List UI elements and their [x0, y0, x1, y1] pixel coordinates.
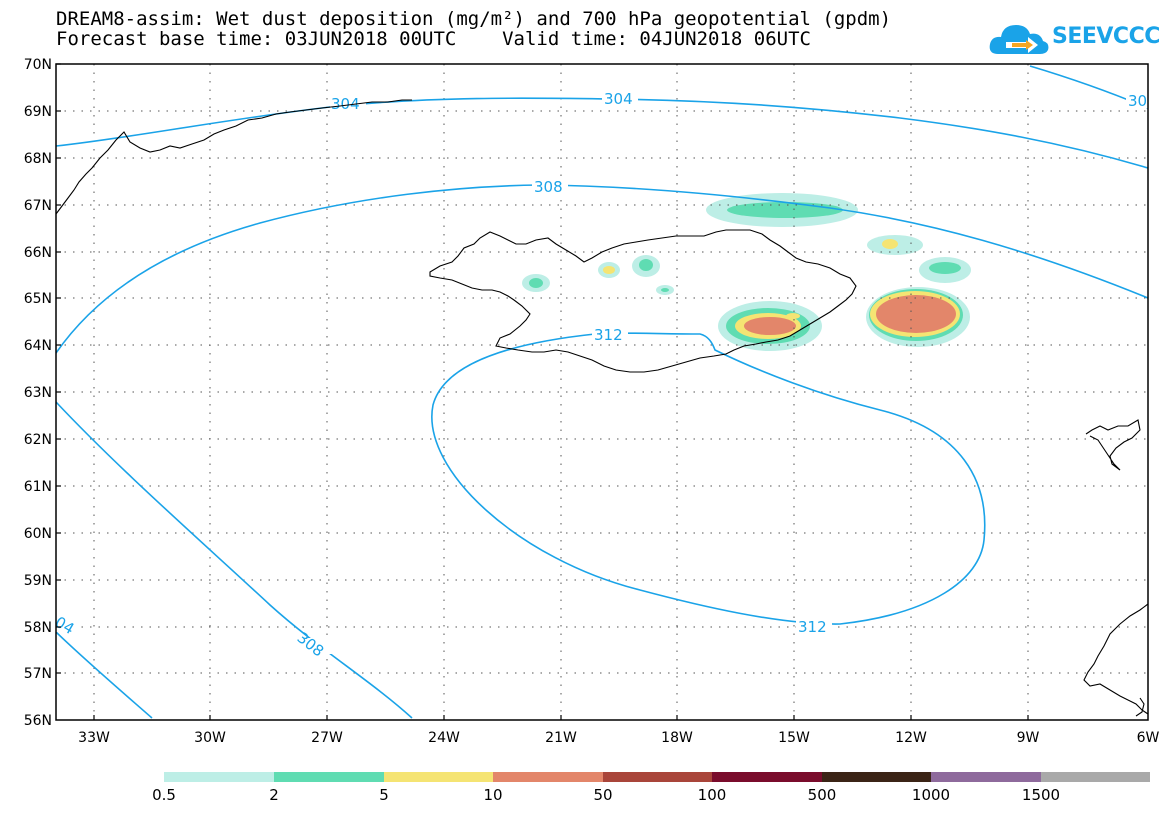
- legend-swatch: [603, 772, 712, 782]
- legend-label: 0.5: [152, 786, 176, 804]
- legend-swatch: [274, 772, 384, 782]
- lat-label: 62N: [24, 432, 52, 448]
- contour-labels: 304 304 30 308 312 312 308 04: [52, 90, 1148, 660]
- lon-label: 33W: [78, 730, 110, 746]
- contour-label: 308: [534, 178, 563, 196]
- axis-ticks: [56, 63, 1029, 720]
- lat-label: 66N: [24, 245, 52, 261]
- legend-swatch: [931, 772, 1041, 782]
- contour-label: 30: [1128, 92, 1147, 110]
- contour-label: 312: [798, 618, 827, 636]
- lon-label: 9W: [1017, 730, 1040, 746]
- lat-label: 61N: [24, 479, 52, 495]
- contour-304-south: [55, 631, 153, 719]
- lon-label: 30W: [194, 730, 226, 746]
- lon-label: 24W: [428, 730, 460, 746]
- iceland-coast: [429, 229, 857, 373]
- lat-label: 60N: [24, 526, 52, 542]
- dust-deposition-shading: [522, 193, 971, 351]
- lat-label: 63N: [24, 385, 52, 401]
- legend-label: 500: [808, 786, 837, 804]
- lon-label: 27W: [311, 730, 343, 746]
- chart-title-line1: DREAM8-assim: Wet dust deposition (mg/m²…: [56, 8, 892, 30]
- legend-colorbar: [164, 772, 1150, 782]
- contour-label: 304: [604, 90, 633, 108]
- contour-label: 308: [294, 629, 328, 661]
- legend-swatch: [712, 772, 822, 782]
- greenland-coast: [55, 99, 412, 215]
- contour-label: 312: [594, 326, 623, 344]
- contour-label: 304: [331, 95, 360, 113]
- lon-label: 12W: [895, 730, 927, 746]
- legend-labels: 0.5 2 5 10 50 100 500 1000 1500: [152, 786, 1060, 804]
- legend-label: 100: [698, 786, 727, 804]
- lon-label: 15W: [778, 730, 810, 746]
- scotland-coast: [1083, 603, 1149, 715]
- lat-label: 67N: [24, 198, 52, 214]
- lat-label: 57N: [24, 666, 52, 682]
- lat-label: 70N: [24, 57, 52, 73]
- legend-label: 50: [593, 786, 612, 804]
- contour-308-south: [55, 401, 413, 719]
- lon-label: 18W: [661, 730, 693, 746]
- contour-312: [431, 332, 986, 625]
- lat-label: 56N: [24, 713, 52, 729]
- legend-label: 10: [483, 786, 502, 804]
- coastlines: [55, 99, 1149, 717]
- legend-label: 5: [379, 786, 389, 804]
- logo-text: SEEVCCC: [1052, 24, 1160, 49]
- chart-title-line2: Forecast base time: 03JUN2018 00UTC Vali…: [56, 28, 811, 50]
- legend-label: 2: [269, 786, 279, 804]
- legend-swatch: [164, 772, 274, 782]
- faroe-islands: [1085, 419, 1141, 471]
- lat-label: 65N: [24, 291, 52, 307]
- geopotential-contours: [55, 65, 1149, 719]
- legend-swatch: [822, 772, 931, 782]
- lat-label: 58N: [24, 620, 52, 636]
- longitude-labels: 33W 30W 27W 24W 21W 18W 15W 12W 9W 6W: [78, 730, 1159, 746]
- lat-label: 59N: [24, 573, 52, 589]
- graticule: [56, 64, 1148, 720]
- latitude-labels: 70N 69N 68N 67N 66N 65N 64N 63N 62N 61N …: [24, 57, 52, 729]
- seevccc-logo: SEEVCCC: [988, 16, 1160, 60]
- cloud-arrow-icon: [989, 25, 1049, 54]
- lon-label: 21W: [545, 730, 577, 746]
- shetland: [1135, 697, 1145, 717]
- contour-304-north: [55, 97, 1149, 169]
- legend-swatch: [493, 772, 603, 782]
- legend-label: 1000: [912, 786, 950, 804]
- lat-label: 69N: [24, 104, 52, 120]
- legend-label: 1500: [1022, 786, 1060, 804]
- lon-label: 6W: [1137, 730, 1160, 746]
- legend-swatch: [1041, 772, 1150, 782]
- map-frame: [55, 63, 1149, 721]
- lat-label: 64N: [24, 338, 52, 354]
- legend-swatch: [384, 772, 493, 782]
- lat-label: 68N: [24, 151, 52, 167]
